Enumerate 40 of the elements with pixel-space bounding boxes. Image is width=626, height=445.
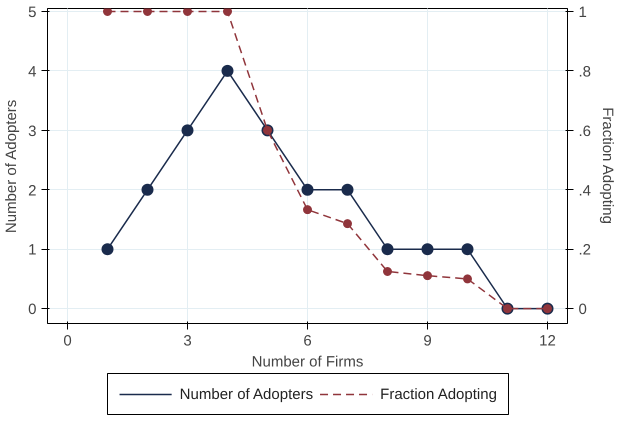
point	[143, 8, 152, 16]
y-tick-label: 5	[28, 4, 36, 21]
point	[222, 64, 234, 77]
y2-tick-label: .8	[578, 63, 592, 80]
point	[103, 8, 112, 16]
x-tick-label: 0	[63, 332, 72, 350]
point	[182, 124, 194, 136]
point	[462, 243, 474, 256]
point	[342, 184, 354, 196]
point	[382, 243, 394, 256]
y-tick-label: 0	[28, 301, 36, 318]
point	[183, 8, 192, 16]
x-tick-label: 9	[423, 332, 432, 350]
y2-tick-label: 0	[578, 301, 587, 318]
y2-tick-label: .6	[578, 122, 592, 140]
legend-label: Number of Adopters	[179, 386, 313, 403]
y-axis-title: Number of Adopters	[3, 100, 20, 234]
point	[383, 267, 392, 276]
point	[303, 205, 312, 214]
point	[422, 243, 434, 256]
point	[102, 243, 114, 256]
point	[223, 8, 232, 16]
point	[302, 184, 314, 196]
y-tick-label: 2	[28, 182, 36, 200]
y2-tick-label: .2	[578, 242, 592, 259]
point	[142, 184, 154, 196]
legend-label: Fraction Adopting	[380, 386, 496, 403]
point	[343, 219, 352, 228]
y2-tick-label: .4	[578, 182, 592, 200]
y-tick-label: 3	[28, 122, 36, 140]
x-tick-label: 6	[303, 332, 312, 350]
x-tick-label: 12	[539, 332, 556, 350]
y2-axis-title: Fraction Adopting	[599, 107, 616, 224]
y2-tick-label: 1	[578, 4, 587, 21]
point	[423, 271, 432, 280]
y-tick-label: 4	[28, 63, 36, 80]
y-tick-label: 1	[28, 242, 36, 259]
point	[463, 274, 472, 284]
x-axis-title: Number of Firms	[252, 354, 364, 370]
x-tick-label: 3	[183, 332, 192, 350]
